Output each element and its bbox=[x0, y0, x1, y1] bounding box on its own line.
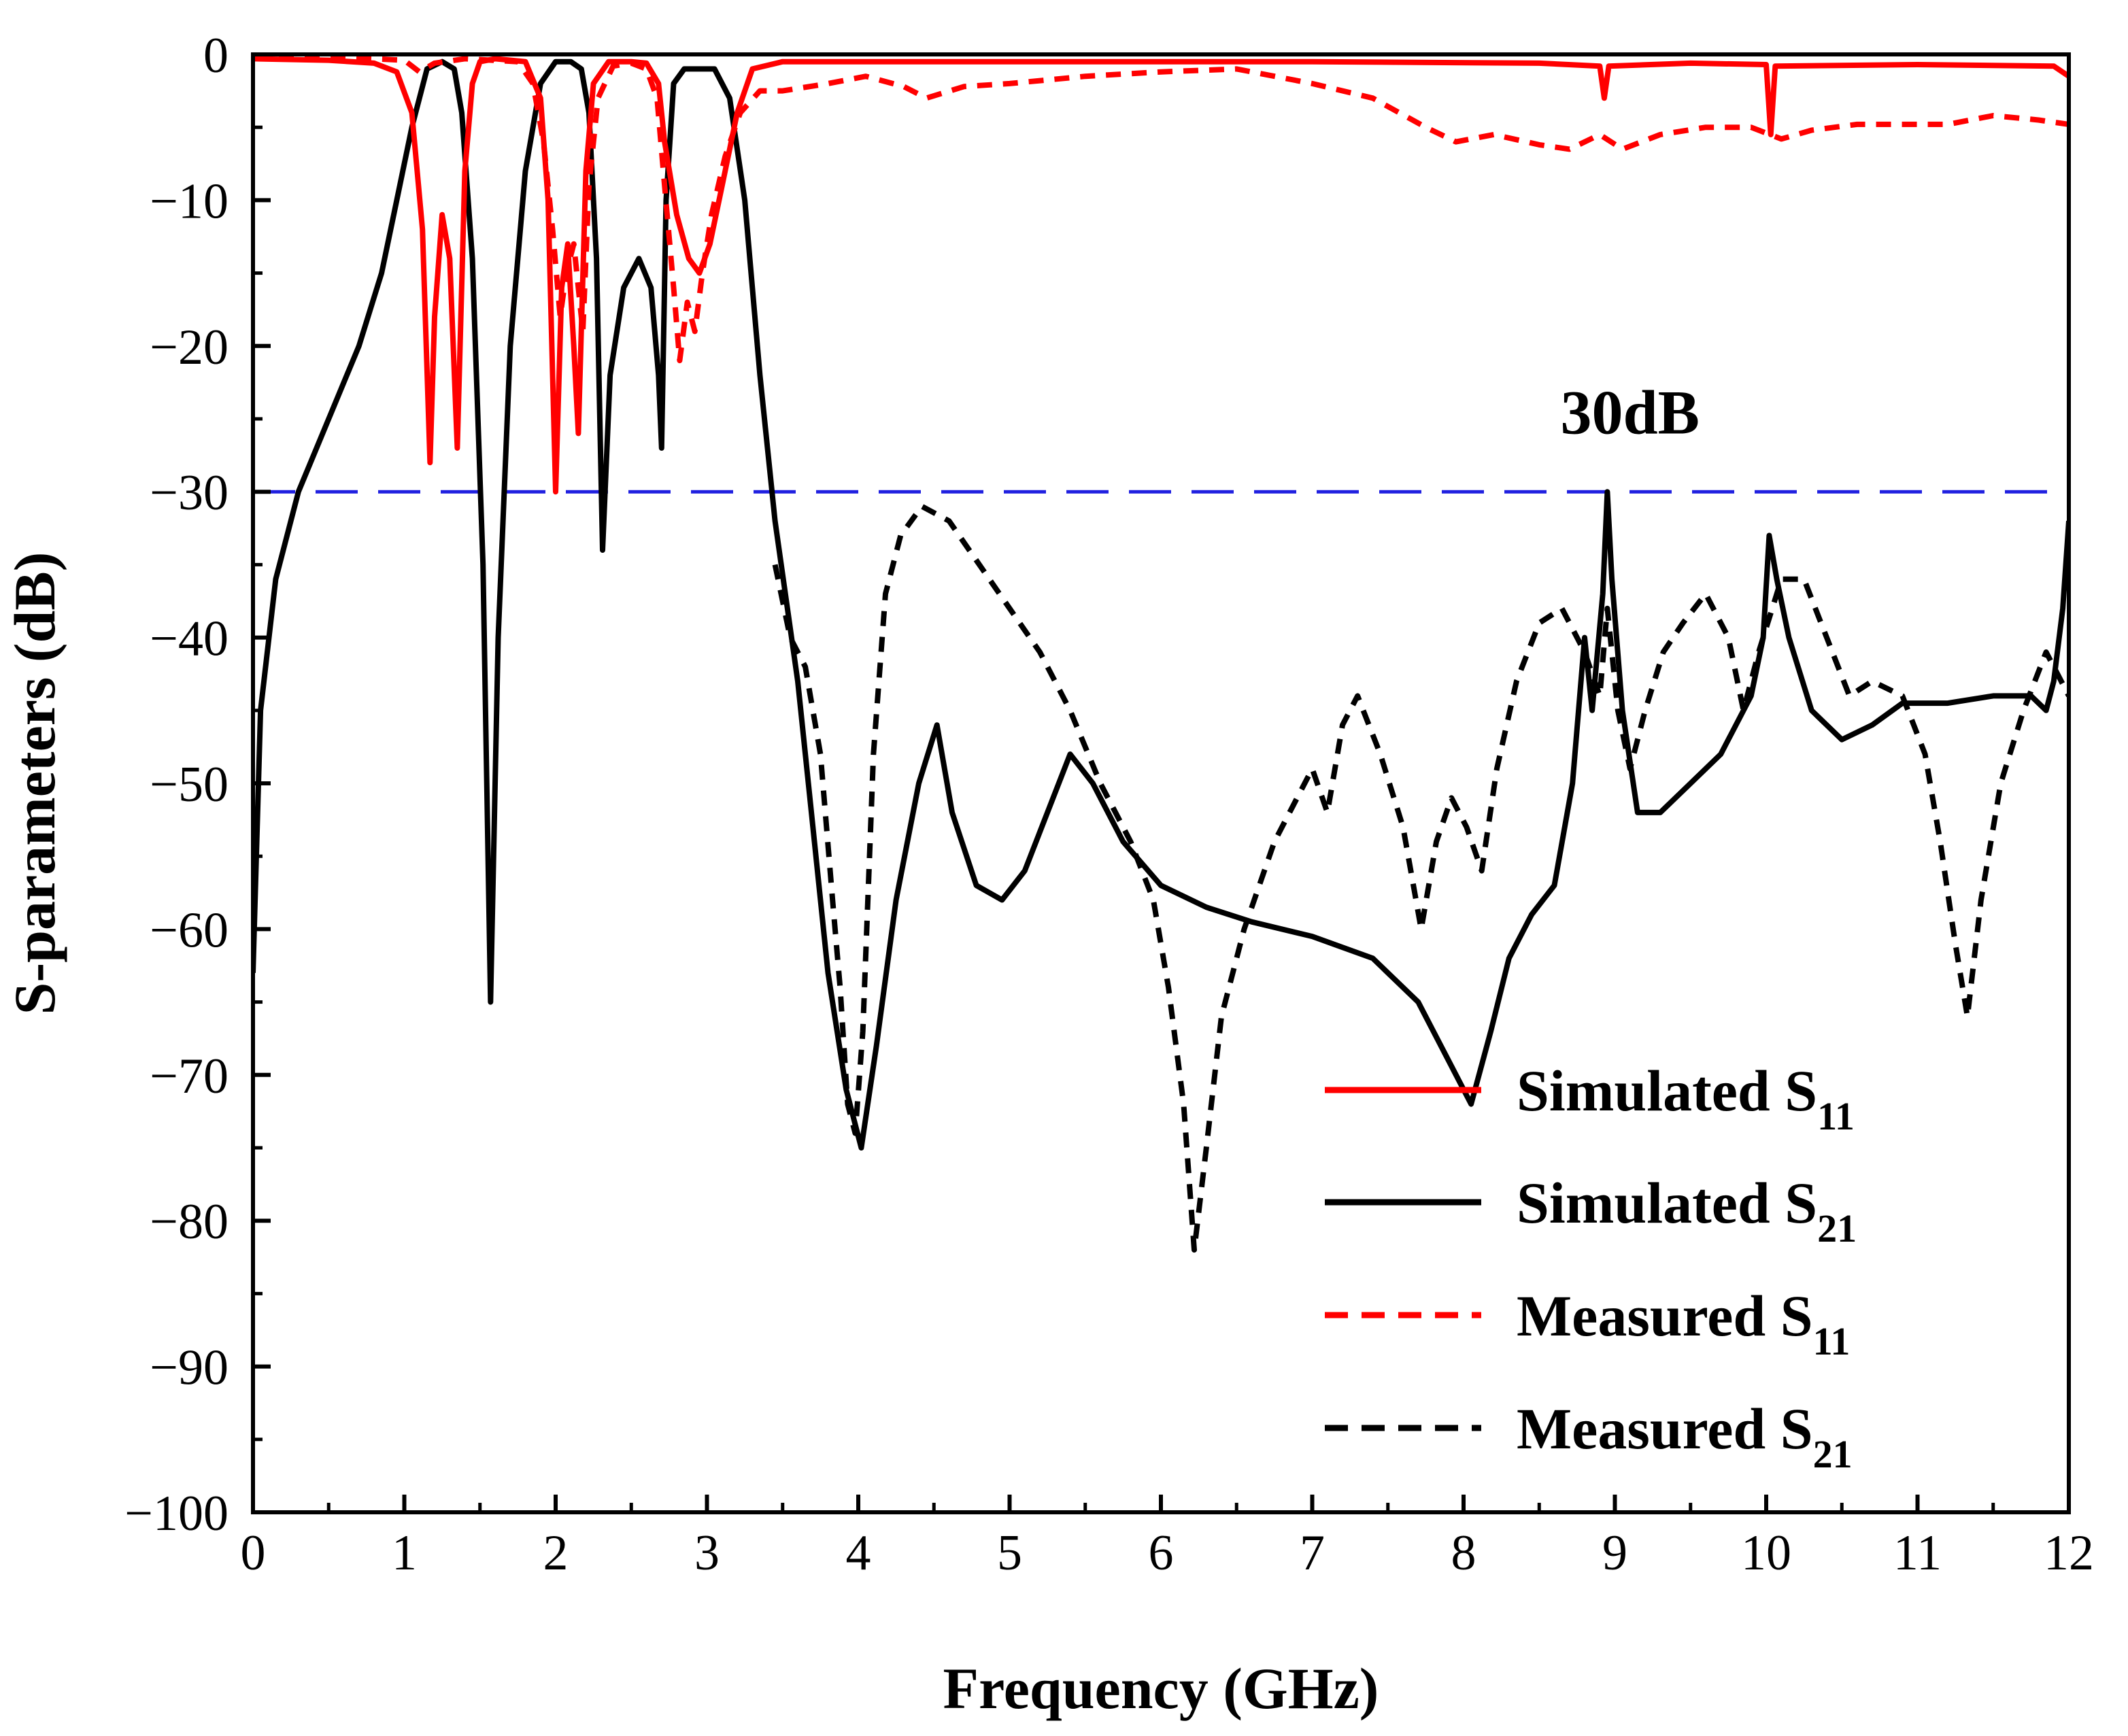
x-tick-label: 11 bbox=[1893, 1525, 1942, 1581]
x-tick-label: 9 bbox=[1602, 1525, 1627, 1581]
x-axis-title: Frequency (GHz) bbox=[943, 1656, 1379, 1721]
y-tick-label: −100 bbox=[124, 1486, 229, 1542]
legend-label-4: Measured S21 bbox=[1517, 1396, 1853, 1476]
legend-label-3: Measured S11 bbox=[1517, 1283, 1850, 1363]
y-tick-label: −70 bbox=[150, 1049, 229, 1104]
annotation-30db: 30dB bbox=[1560, 377, 1700, 447]
x-tick-label: 12 bbox=[2044, 1525, 2094, 1581]
legend-label-subscript: 11 bbox=[1813, 1319, 1851, 1363]
legend-label-main: Simulated S bbox=[1517, 1170, 1817, 1236]
x-tick-label: 8 bbox=[1451, 1525, 1476, 1581]
legend-label-main: Simulated S bbox=[1517, 1058, 1817, 1123]
y-tick-label: 0 bbox=[203, 28, 229, 84]
y-tick-label: −30 bbox=[150, 465, 229, 521]
series-line-measured-s11 bbox=[253, 54, 2069, 364]
y-tick-label: −40 bbox=[150, 611, 229, 667]
series-line-simulated-s21 bbox=[253, 58, 2069, 1151]
y-tick-label: −60 bbox=[150, 902, 229, 958]
x-tick-label: 7 bbox=[1300, 1525, 1325, 1581]
x-tick-label: 4 bbox=[846, 1525, 871, 1581]
x-tick-label: 0 bbox=[241, 1525, 266, 1581]
ticks-group: 0 1 2 3 4 5 6 7 8 9 10 11 120−10−20−30−40−50−60−70−8… bbox=[124, 28, 2094, 1581]
y-tick-label: −20 bbox=[150, 320, 229, 375]
legend-label-1: Simulated S11 bbox=[1517, 1058, 1855, 1138]
x-tick-label: 2 bbox=[543, 1525, 569, 1581]
x-tick-label: 5 bbox=[997, 1525, 1022, 1581]
series-line-simulated-s11 bbox=[253, 56, 2069, 495]
legend-label-main: Measured S bbox=[1517, 1283, 1813, 1348]
series-line-measured-s21 bbox=[772, 503, 2069, 1253]
x-tick-label: 6 bbox=[1149, 1525, 1174, 1581]
x-tick-label: 3 bbox=[694, 1525, 720, 1581]
legend-label-subscript: 21 bbox=[1813, 1432, 1853, 1476]
y-tick-label: −80 bbox=[150, 1194, 229, 1250]
y-tick-label: −50 bbox=[150, 757, 229, 813]
y-tick-label: −90 bbox=[150, 1340, 229, 1396]
legend-label-subscript: 21 bbox=[1817, 1206, 1857, 1250]
legend-label-2: Simulated S21 bbox=[1517, 1170, 1857, 1250]
series-group bbox=[253, 54, 2069, 1253]
x-tick-label: 1 bbox=[392, 1525, 417, 1581]
y-tick-label: −10 bbox=[150, 173, 229, 229]
legend-label-subscript: 11 bbox=[1817, 1094, 1855, 1138]
legend-label-main: Measured S bbox=[1517, 1396, 1813, 1461]
x-tick-label: 10 bbox=[1741, 1525, 1791, 1581]
y-axis-title: S-parameters (dB) bbox=[2, 552, 67, 1015]
